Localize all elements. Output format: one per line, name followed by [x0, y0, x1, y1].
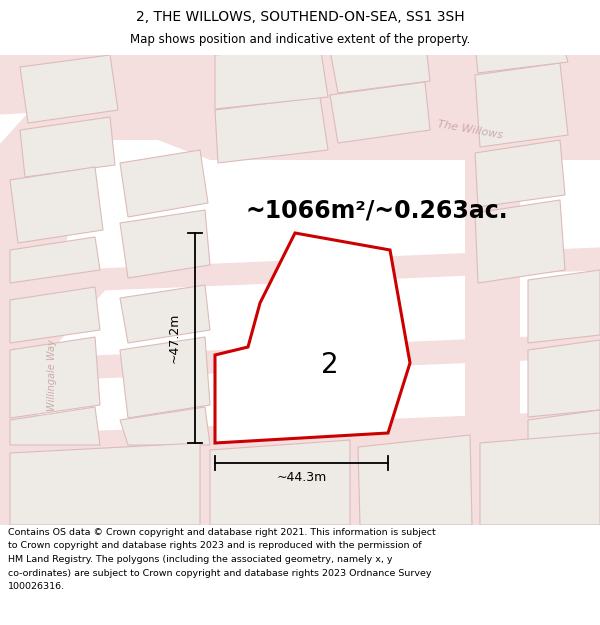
Text: to Crown copyright and database rights 2023 and is reproduced with the permissio: to Crown copyright and database rights 2…: [8, 541, 422, 551]
Polygon shape: [215, 233, 410, 443]
Polygon shape: [215, 45, 328, 109]
Polygon shape: [120, 407, 210, 445]
Polygon shape: [10, 337, 100, 418]
Polygon shape: [0, 333, 600, 383]
Polygon shape: [210, 440, 350, 525]
Polygon shape: [0, 25, 600, 115]
Polygon shape: [358, 435, 472, 525]
Polygon shape: [10, 407, 100, 445]
Polygon shape: [215, 97, 328, 163]
Text: ~1066m²/~0.263ac.: ~1066m²/~0.263ac.: [245, 198, 508, 222]
Polygon shape: [0, 410, 600, 535]
Polygon shape: [480, 433, 600, 525]
Text: The Willows: The Willows: [437, 119, 503, 141]
Polygon shape: [475, 35, 568, 73]
Polygon shape: [120, 210, 210, 278]
Text: Map shows position and indicative extent of the property.: Map shows position and indicative extent…: [130, 32, 470, 46]
Polygon shape: [330, 37, 430, 93]
Text: ~47.2m: ~47.2m: [168, 312, 181, 363]
Polygon shape: [10, 237, 100, 283]
Polygon shape: [80, 45, 600, 160]
Text: Contains OS data © Crown copyright and database right 2021. This information is : Contains OS data © Crown copyright and d…: [8, 528, 436, 537]
Polygon shape: [475, 63, 568, 147]
Text: 2: 2: [321, 351, 339, 379]
Polygon shape: [528, 340, 600, 417]
Polygon shape: [10, 167, 103, 243]
Polygon shape: [0, 247, 600, 295]
Polygon shape: [120, 150, 208, 217]
Text: HM Land Registry. The polygons (including the associated geometry, namely x, y: HM Land Registry. The polygons (includin…: [8, 555, 392, 564]
Polygon shape: [330, 82, 430, 143]
Polygon shape: [475, 140, 565, 207]
Polygon shape: [120, 285, 210, 343]
Polygon shape: [475, 200, 565, 283]
Polygon shape: [10, 443, 200, 525]
Text: ~44.3m: ~44.3m: [277, 471, 326, 484]
Polygon shape: [0, 85, 110, 485]
Polygon shape: [0, 445, 600, 535]
Polygon shape: [10, 287, 100, 343]
Text: co-ordinates) are subject to Crown copyright and database rights 2023 Ordnance S: co-ordinates) are subject to Crown copyr…: [8, 569, 431, 578]
Polygon shape: [465, 45, 520, 535]
Polygon shape: [528, 410, 600, 445]
Polygon shape: [20, 55, 118, 123]
Polygon shape: [20, 117, 115, 177]
Text: 2, THE WILLOWS, SOUTHEND-ON-SEA, SS1 3SH: 2, THE WILLOWS, SOUTHEND-ON-SEA, SS1 3SH: [136, 10, 464, 24]
Polygon shape: [0, 55, 115, 535]
Text: Willingale Way: Willingale Way: [47, 339, 57, 411]
Text: 100026316.: 100026316.: [8, 582, 65, 591]
Polygon shape: [100, 45, 600, 140]
Polygon shape: [528, 270, 600, 343]
Polygon shape: [120, 337, 210, 418]
